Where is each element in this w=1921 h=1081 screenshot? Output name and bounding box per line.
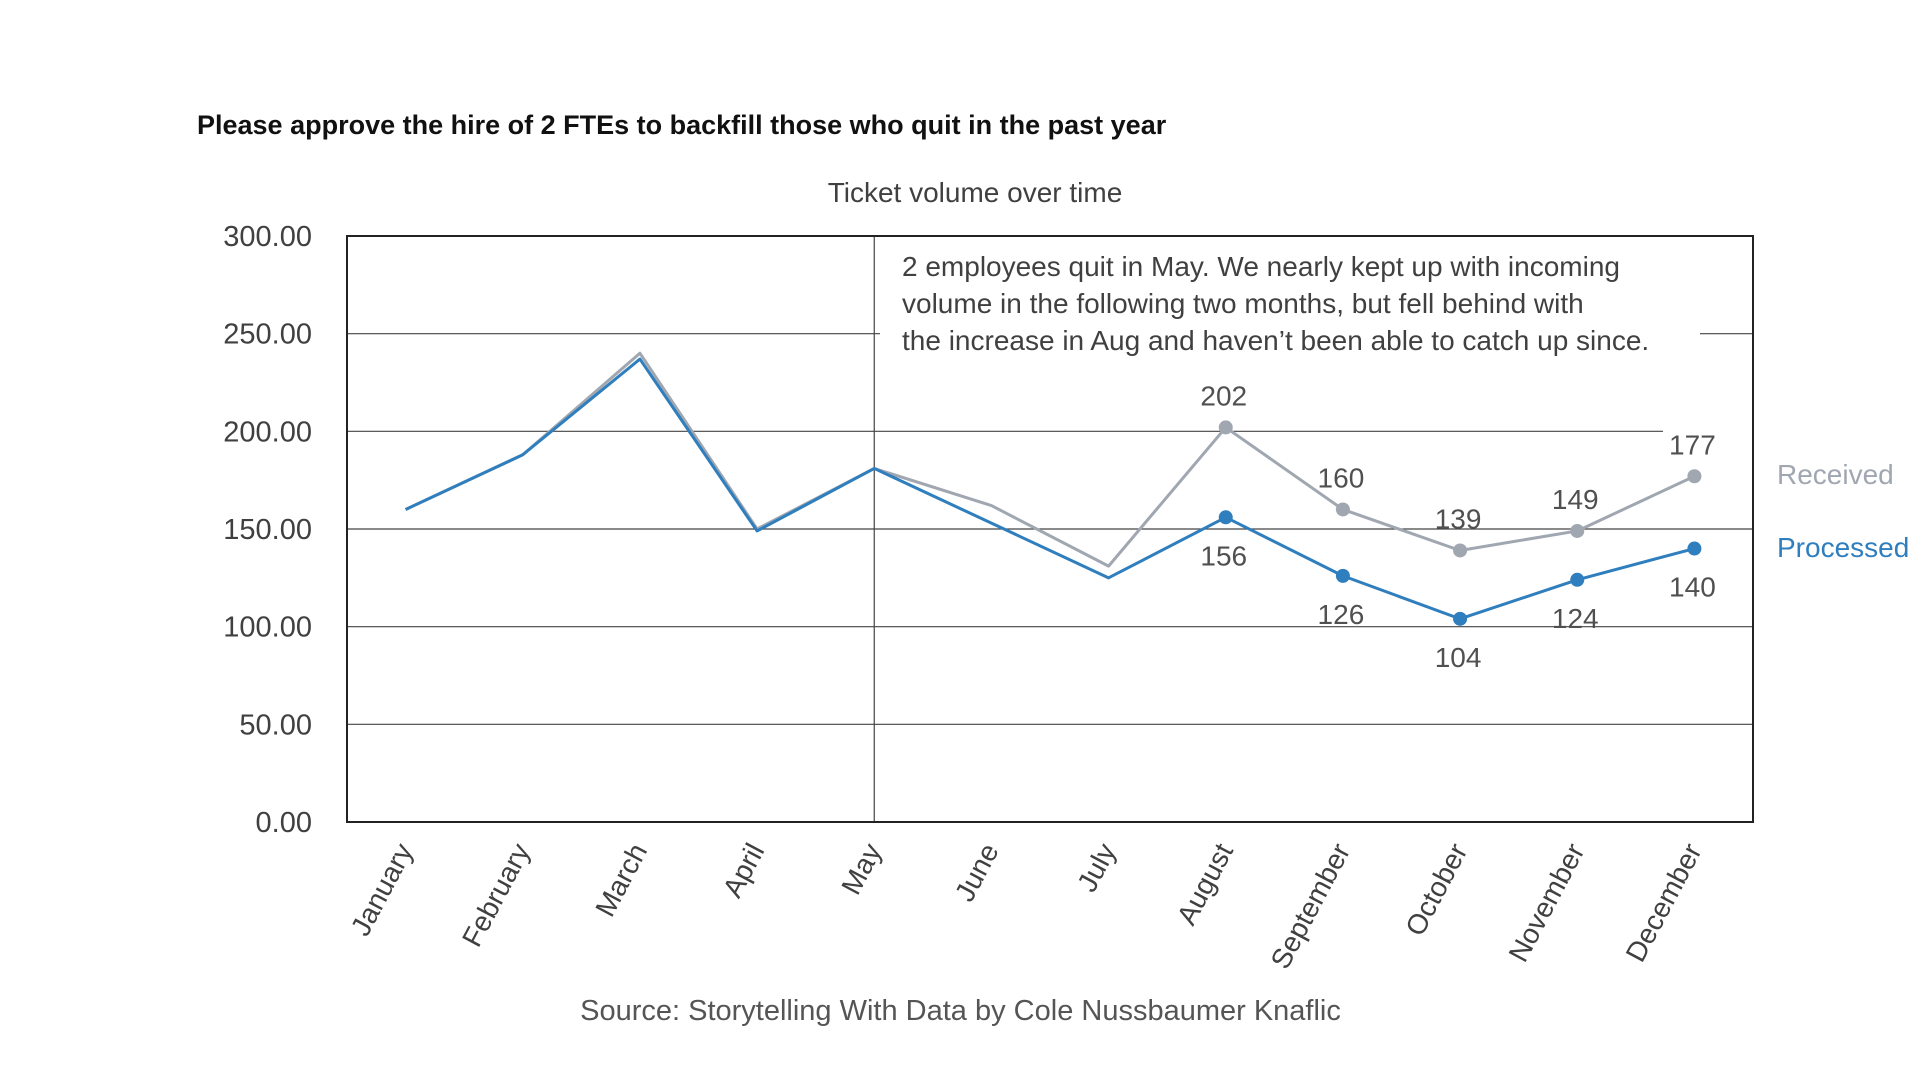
annotation: 2 employees quit in May. We nearly kept … <box>902 251 1649 356</box>
series-line-received <box>404 351 1696 568</box>
received-data-label: 202 <box>1200 380 1247 411</box>
processed-marker <box>1687 541 1702 556</box>
chart-headline: Please approve the hire of 2 FTEs to bac… <box>197 110 1167 140</box>
plot-frame <box>346 235 1754 823</box>
source-note: Source: Storytelling With Data by Cole N… <box>580 995 1341 1027</box>
gridlines <box>347 236 1753 822</box>
received-marker <box>1335 502 1350 517</box>
processed-marker <box>1570 572 1585 587</box>
processed-data-label: 156 <box>1200 540 1247 571</box>
x-tick-label: August <box>1171 838 1239 930</box>
processed-marker <box>1218 510 1233 525</box>
series-line-processed <box>404 357 1695 621</box>
y-tick-label: 0.00 <box>256 807 312 839</box>
y-tick-label: 300.00 <box>223 221 312 253</box>
x-tick-label: March <box>589 838 653 921</box>
x-tick-label: June <box>949 838 1005 906</box>
series-lines <box>404 351 1702 626</box>
x-tick-label: April <box>717 838 771 902</box>
legend-label-received: Received <box>1777 459 1894 490</box>
y-tick-label: 100.00 <box>223 612 312 644</box>
processed-data-label: 140 <box>1669 572 1716 603</box>
chart-title: Ticket volume over time <box>828 177 1123 208</box>
received-marker <box>1218 420 1233 435</box>
x-tick-label: September <box>1265 838 1357 973</box>
processed-marker <box>1335 568 1350 583</box>
x-tick-label: February <box>456 838 536 951</box>
legend-label-processed: Processed <box>1777 532 1909 563</box>
x-tick-label: December <box>1620 838 1708 967</box>
annotation-line: the increase in Aug and haven’t been abl… <box>902 325 1649 356</box>
data-labels: 202 156 160 126 139 104 149 124 177 140 Received Pr… <box>1200 380 1909 672</box>
y-tick-label: 200.00 <box>223 416 312 448</box>
received-marker <box>1570 523 1585 538</box>
y-tick-label: 150.00 <box>223 514 312 546</box>
y-tick-label: 50.00 <box>239 709 312 741</box>
received-marker <box>1453 543 1468 558</box>
y-tick-label: 250.00 <box>223 319 312 351</box>
annotation-line: volume in the following two months, but … <box>902 288 1584 319</box>
received-data-label: 160 <box>1318 462 1365 493</box>
x-tick-label: January <box>345 838 419 941</box>
processed-data-label: 124 <box>1552 603 1599 634</box>
processed-data-label: 104 <box>1435 642 1482 673</box>
x-tick-label: May <box>835 838 887 899</box>
processed-data-label: 126 <box>1318 599 1365 630</box>
x-tick-label: November <box>1503 838 1591 967</box>
processed-marker <box>1453 611 1468 626</box>
received-data-label: 139 <box>1435 503 1482 534</box>
received-data-label: 149 <box>1552 484 1599 515</box>
x-tick-label: July <box>1071 838 1122 897</box>
x-tick-label: October <box>1399 838 1473 941</box>
annotation-line: 2 employees quit in May. We nearly kept … <box>902 251 1620 282</box>
received-data-label: 177 <box>1669 429 1716 460</box>
received-marker <box>1687 469 1702 484</box>
